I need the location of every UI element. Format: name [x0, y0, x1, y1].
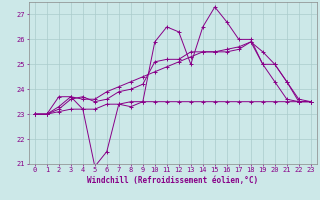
X-axis label: Windchill (Refroidissement éolien,°C): Windchill (Refroidissement éolien,°C): [87, 176, 258, 185]
